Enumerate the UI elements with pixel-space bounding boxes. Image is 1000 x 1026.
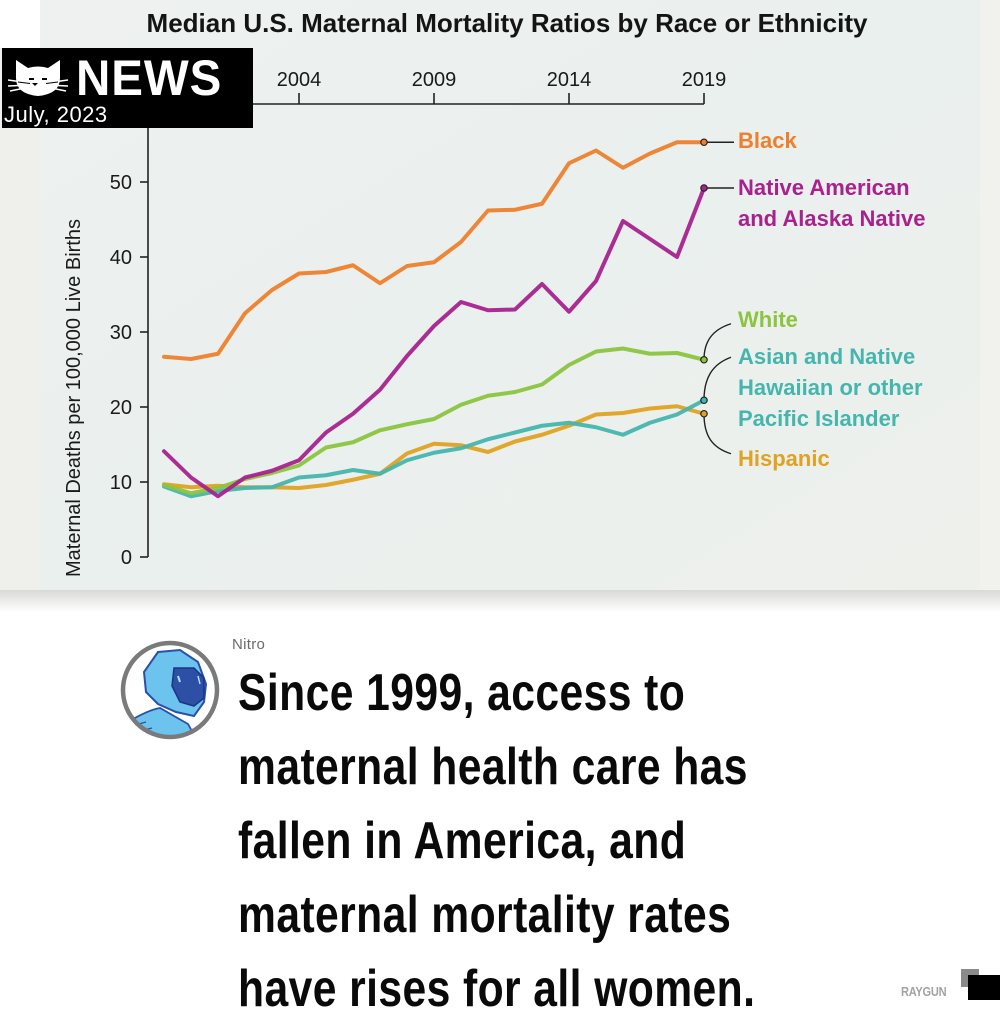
post-headline: Since 1999, access to maternal health ca… <box>238 656 998 1026</box>
series-end-marker <box>700 396 708 405</box>
series-line-asian-and-native-hawaiian-or-other-pacific-islander <box>162 398 706 499</box>
legend-connector <box>703 413 732 455</box>
y-tick-label: 30 <box>110 322 132 344</box>
chart-title: Median U.S. Maternal Mortality Ratios by… <box>147 8 868 38</box>
legend-label: White <box>738 307 798 332</box>
legend-label-line: Black <box>738 128 797 153</box>
legend-label: Native American and Alaska Native <box>738 175 926 231</box>
x-tick-label: 2004 <box>277 69 322 91</box>
cat-icon <box>8 60 68 96</box>
legend-label: Black <box>738 128 797 153</box>
news-title: NEWS <box>76 50 223 106</box>
news-badge: NEWS July, 2023 <box>2 48 253 128</box>
legend: Black Native American and Alaska Native Whi… <box>700 128 926 471</box>
legend-connector <box>703 323 732 360</box>
x-tick-label: 2019 <box>682 69 727 91</box>
axes: 0 10 20 30 40 50 2004 2009 2014 2019 <box>110 69 727 569</box>
author-name[interactable]: Nitro <box>232 636 266 653</box>
legend-label-line: Hawaiian or other <box>738 375 923 400</box>
panel-shadow <box>0 590 1000 612</box>
legend-label: Asian and Native Hawaiian or other Pacific… <box>738 344 923 431</box>
legend-label: Hispanic <box>738 446 830 471</box>
headline-line: Since 1999, access to <box>238 664 686 722</box>
x-tick-label: 2009 <box>412 69 457 91</box>
left-strip <box>0 48 40 592</box>
headline-line: have rises for all women. <box>238 960 756 1018</box>
right-strip <box>980 0 1000 592</box>
series-line-black <box>162 140 706 361</box>
series-end-marker <box>700 409 708 418</box>
series-end-marker <box>700 138 708 147</box>
raygun-watermark: RAYGUN <box>901 984 947 999</box>
y-tick-label: 20 <box>110 397 132 419</box>
headline-line: maternal health care has <box>238 738 748 796</box>
legend-label-line: White <box>738 307 798 332</box>
legend-connector <box>703 356 732 401</box>
legend-label-line: Hispanic <box>738 446 830 471</box>
news-date: July, 2023 <box>4 102 108 127</box>
x-tick-label: 2014 <box>547 69 592 91</box>
y-tick-label: 10 <box>110 472 132 494</box>
legend-label-line: Pacific Islander <box>738 406 900 431</box>
series-lines <box>162 140 706 499</box>
legend-label-line: and Alaska Native <box>738 206 926 231</box>
y-tick-label: 50 <box>110 172 132 194</box>
headline-line: maternal mortality rates <box>238 886 732 944</box>
y-axis-label: Maternal Deaths per 100,000 Live Births <box>63 219 85 577</box>
astronaut-avatar[interactable] <box>118 638 222 742</box>
series-end-marker <box>700 184 708 192</box>
headline-line: fallen in America, and <box>238 812 687 870</box>
legend-label-line: Native American <box>738 175 910 200</box>
series-line-native-american-and-alaska-native <box>162 186 706 499</box>
y-tick-label: 0 <box>121 547 132 569</box>
series-end-marker <box>700 355 708 364</box>
legend-label-line: Asian and Native <box>738 344 915 369</box>
raygun-logo-square <box>968 975 1000 1000</box>
y-tick-label: 40 <box>110 247 132 269</box>
